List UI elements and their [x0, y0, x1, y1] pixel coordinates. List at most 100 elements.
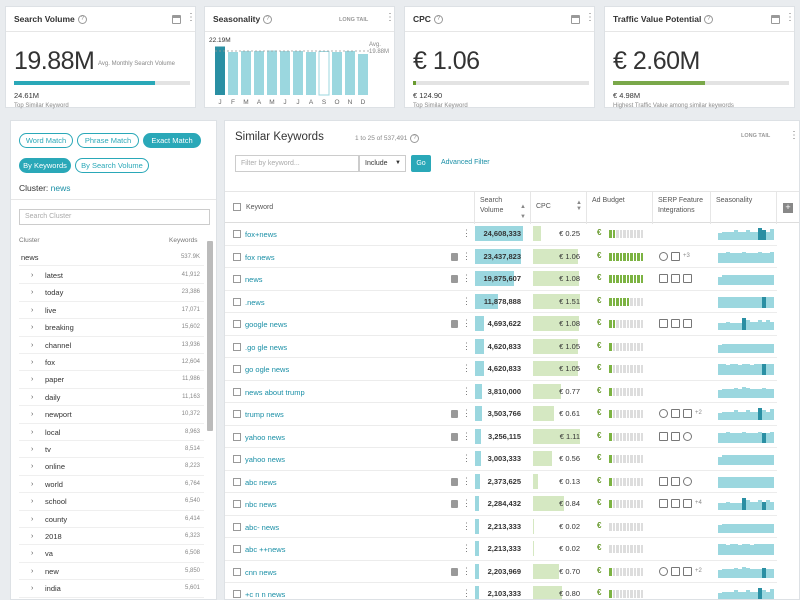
col-keywords[interactable]: Keywords	[169, 237, 198, 244]
row-menu-icon[interactable]: ⋮	[462, 340, 471, 351]
seasonality-bar[interactable]	[332, 52, 342, 95]
keyword-link[interactable]: .go gle news	[245, 342, 288, 352]
keyword-link[interactable]: go ogle news	[245, 365, 290, 374]
row-checkbox[interactable]	[233, 342, 241, 351]
keyword-link[interactable]: abc news	[245, 477, 277, 487]
chevron-right-icon[interactable]: ›	[31, 480, 34, 488]
phrase-match-pill[interactable]: Phrase Match	[77, 133, 139, 148]
chevron-right-icon[interactable]: ›	[31, 498, 34, 506]
serp-feature-icon[interactable]	[671, 251, 680, 261]
table-row[interactable]: nbc news ⋮ 2,284,432 € 0.84 € +4	[225, 493, 777, 516]
row-checkbox[interactable]	[233, 590, 241, 598]
keyword-link[interactable]: cnn news	[245, 567, 277, 577]
seasonality-bar[interactable]	[345, 51, 355, 95]
table-row[interactable]: news ⋮ 19,875,607 € 1.08 €	[225, 268, 777, 291]
row-checkbox[interactable]	[233, 297, 241, 306]
table-row[interactable]: yahoo news ⋮ 3,003,333 € 0.56 €	[225, 448, 777, 471]
word-match-pill[interactable]: Word Match	[19, 133, 73, 148]
serp-feature-icon[interactable]	[659, 274, 668, 283]
exact-match-pill[interactable]: Exact Match	[143, 133, 201, 148]
table-row[interactable]: fox+news ⋮ 24,608,333 € 0.25 €	[225, 223, 777, 246]
keyword-link[interactable]: fox news	[245, 252, 275, 262]
chevron-right-icon[interactable]: ›	[31, 272, 34, 279]
serp-feature-icon[interactable]	[659, 319, 668, 328]
row-checkbox[interactable]	[233, 477, 241, 486]
serp-feature-icon[interactable]	[671, 476, 680, 486]
serp-feature-icon[interactable]	[659, 431, 668, 441]
cluster-item[interactable]: › channel 13,936	[19, 337, 204, 354]
calendar-icon[interactable]	[172, 15, 181, 24]
chevron-right-icon[interactable]: ›	[31, 324, 34, 332]
seasonality-bar[interactable]	[293, 51, 303, 95]
chevron-right-icon[interactable]: ›	[31, 446, 34, 453]
table-row[interactable]: yahoo news ⋮ 3,256,115 € 1.11 €	[225, 426, 777, 448]
keyword-link[interactable]: .news	[245, 297, 265, 307]
help-icon[interactable]: ?	[704, 15, 714, 25]
row-checkbox[interactable]	[233, 252, 241, 261]
row-checkbox[interactable]	[233, 275, 241, 283]
keyword-link[interactable]: abc ++news	[245, 545, 286, 554]
row-checkbox[interactable]	[233, 365, 241, 373]
more-icon[interactable]: ⋮	[785, 12, 795, 23]
chevron-right-icon[interactable]: ›	[31, 515, 34, 523]
more-icon[interactable]: ⋮	[789, 130, 799, 141]
keyword-link[interactable]: news about trump	[245, 387, 305, 397]
advanced-filter-link[interactable]: Advanced Filter	[441, 159, 490, 166]
row-checkbox[interactable]	[233, 432, 241, 441]
row-menu-icon[interactable]: ⋮	[462, 295, 471, 306]
row-checkbox[interactable]	[233, 230, 241, 238]
by-keywords-pill[interactable]: By Keywords	[19, 158, 71, 173]
serp-feature-icon[interactable]	[659, 409, 668, 418]
calendar-icon[interactable]	[771, 15, 780, 24]
keyword-link[interactable]: trump news	[245, 410, 284, 419]
serp-feature-icon[interactable]	[671, 274, 680, 283]
cluster-item[interactable]: › new 5,850	[19, 563, 204, 581]
serp-more[interactable]: +2	[695, 410, 702, 416]
seasonality-bar[interactable]	[215, 46, 225, 96]
help-icon[interactable]: ?	[410, 134, 420, 143]
cluster-item[interactable]: › daily 11,163	[19, 389, 204, 407]
row-checkbox[interactable]	[233, 455, 241, 463]
chevron-right-icon[interactable]: ›	[31, 585, 34, 593]
cluster-item[interactable]: › school 6,540	[19, 493, 204, 511]
chevron-right-icon[interactable]: ›	[31, 463, 34, 471]
serp-feature-icon[interactable]	[659, 566, 668, 576]
serp-feature-icon[interactable]	[683, 499, 692, 508]
serp-feature-icon[interactable]	[683, 409, 692, 418]
row-menu-icon[interactable]: ⋮	[462, 453, 471, 463]
keyword-link[interactable]: news	[245, 275, 263, 284]
serp-feature-icon[interactable]	[671, 319, 680, 328]
cluster-root[interactable]: news 537.9K	[19, 249, 204, 267]
more-icon[interactable]: ⋮	[186, 12, 196, 23]
cluster-item[interactable]: › tv 8,514	[19, 441, 204, 459]
serp-more[interactable]: +4	[695, 500, 702, 506]
cluster-item[interactable]: › latest 41,912	[19, 267, 204, 285]
table-row[interactable]: .go gle news ⋮ 4,620,833 € 1.05 €	[225, 336, 777, 358]
keyword-link[interactable]: nbc news	[245, 500, 277, 509]
chevron-right-icon[interactable]: ›	[31, 393, 34, 401]
row-menu-icon[interactable]: ⋮	[462, 273, 471, 283]
keyword-link[interactable]: yahoo news	[245, 432, 286, 442]
row-menu-icon[interactable]: ⋮	[462, 475, 471, 486]
row-checkbox[interactable]	[233, 410, 241, 418]
help-icon[interactable]: ?	[433, 15, 443, 25]
table-row[interactable]: .news ⋮ 11,878,888 € 1.51 €	[225, 291, 777, 313]
row-menu-icon[interactable]: ⋮	[462, 318, 471, 328]
row-checkbox[interactable]	[233, 320, 241, 328]
chevron-right-icon[interactable]: ›	[31, 550, 34, 558]
keyword-link[interactable]: yahoo news	[245, 455, 286, 464]
go-button[interactable]: Go	[411, 155, 431, 172]
document-icon[interactable]	[451, 567, 458, 576]
table-row[interactable]: fox news ⋮ 23,437,823 € 1.06 € +3	[225, 246, 777, 268]
table-row[interactable]: trump news ⋮ 3,503,766 € 0.61 € +2	[225, 403, 777, 426]
serp-feature-icon[interactable]	[683, 274, 692, 283]
help-icon[interactable]: ?	[77, 15, 87, 25]
header-cpc[interactable]: CPC ▲ ▼	[531, 192, 587, 224]
serp-feature-icon[interactable]	[671, 499, 680, 508]
chevron-right-icon[interactable]: ›	[31, 306, 34, 314]
cluster-item[interactable]: › paper 11,986	[19, 371, 204, 389]
long-tail-toggle[interactable]: LONG TAIL	[339, 17, 369, 23]
serp-feature-icon[interactable]	[671, 431, 680, 441]
row-checkbox[interactable]	[233, 522, 241, 531]
by-search-volume-pill[interactable]: By Search Volume	[75, 158, 149, 173]
